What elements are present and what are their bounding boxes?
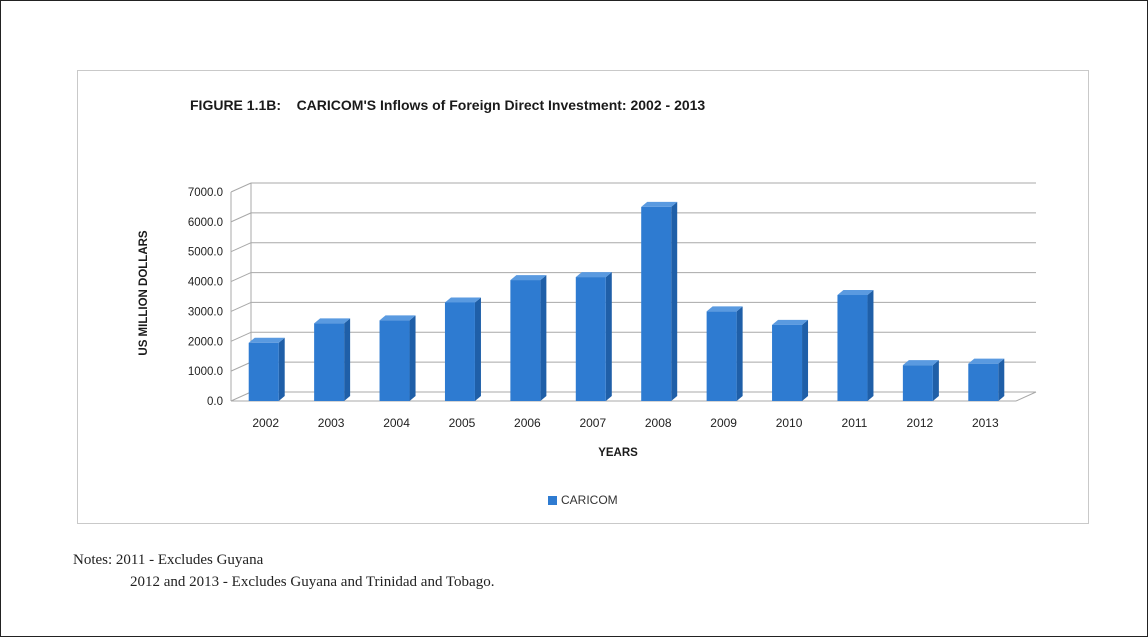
bar-side: [932, 360, 939, 401]
x-tick-label: 2012: [907, 416, 934, 430]
bar: [837, 295, 868, 401]
bar-side: [605, 272, 612, 401]
bar-top: [248, 337, 285, 343]
bar-side: [540, 275, 547, 401]
bar-side: [802, 319, 809, 401]
bar-top: [706, 306, 743, 312]
x-tick-label: 2008: [645, 416, 672, 430]
bar: [641, 206, 672, 401]
bar-side: [278, 337, 285, 401]
chart-legend: CARICOM: [548, 493, 618, 507]
gridline-diagonal: [230, 182, 252, 193]
y-tick-label: 3000.0: [188, 306, 223, 318]
legend-swatch: [548, 495, 557, 505]
gridline-diagonal: [230, 391, 252, 402]
bar-side: [736, 306, 743, 401]
y-tick-label: 4000.0: [188, 277, 223, 289]
notes: Notes: 2011 - Excludes Guyana 2012 and 2…: [73, 549, 494, 593]
bar: [314, 323, 345, 401]
bar: [379, 320, 410, 401]
bar-side: [344, 318, 351, 401]
chart-frame: 0.0 1000.0 2000.0 3000.0 4000.0 5000.0 6000.0 7…: [77, 70, 1089, 524]
bar: [968, 363, 999, 401]
bar-side: [409, 315, 416, 401]
x-tick-label: 2002: [252, 416, 279, 430]
y-tick-label: 5000.0: [188, 247, 223, 259]
x-tick-label: 2004: [383, 416, 410, 430]
gridline-diagonal: [230, 212, 252, 223]
y-tick-label: 7000.0: [188, 187, 223, 199]
x-tick-label: 2007: [579, 416, 606, 430]
bar-side: [867, 290, 874, 401]
x-axis-label: YEARS: [598, 447, 638, 459]
bar-side: [671, 201, 678, 401]
bar-chart: 0.0 1000.0 2000.0 3000.0 4000.0 5000.0 6000.0 7…: [188, 182, 1037, 430]
bar: [248, 342, 279, 401]
bar: [902, 365, 933, 401]
x-tick-label: 2003: [318, 416, 345, 430]
bar-top: [314, 318, 351, 324]
bar-top: [379, 315, 416, 321]
notes-line-1: Notes: 2011 - Excludes Guyana: [73, 552, 264, 568]
bar: [772, 324, 803, 401]
y-axis-label: US MILLION DOLLARS: [138, 230, 150, 356]
bar-side: [474, 297, 481, 401]
x-tick-label: 2011: [842, 416, 868, 430]
gridline-diagonal: [230, 301, 252, 312]
y-tick-label: 1000.0: [188, 366, 223, 378]
gridline-diagonal: [230, 242, 252, 253]
gridline-diagonal: [230, 272, 252, 283]
bar-top: [968, 358, 1005, 364]
x-tick-label: 2006: [514, 416, 541, 430]
x-tick-label: 2005: [449, 416, 476, 430]
gridline-diagonal: [230, 361, 252, 372]
x-tick-label: 2013: [972, 416, 999, 430]
y-tick-label: 0.0: [207, 396, 223, 408]
gridline-diagonal: [230, 331, 252, 342]
bar-top: [902, 360, 939, 366]
bar-side: [998, 358, 1005, 401]
bar-top: [641, 201, 678, 207]
x-tick-label: 2010: [776, 416, 803, 430]
floor-edge: [1015, 391, 1037, 402]
bar: [444, 302, 475, 401]
chart-title: FIGURE 1.1B: CARICOM'S Inflows of Foreig…: [190, 97, 706, 113]
bar: [706, 311, 737, 401]
legend-label: CARICOM: [561, 493, 618, 507]
y-tick-label: 6000.0: [188, 217, 223, 229]
bar-top: [772, 319, 809, 325]
bar-top: [837, 290, 874, 296]
bar-top: [575, 272, 612, 278]
bar: [575, 277, 606, 401]
y-tick-label: 2000.0: [188, 336, 223, 348]
x-tick-label: 2009: [710, 416, 737, 430]
bar-top: [510, 275, 547, 281]
bar-top: [444, 297, 481, 303]
bar: [510, 280, 541, 401]
notes-line-2: 2012 and 2013 - Excludes Guyana and Trin…: [130, 574, 495, 590]
